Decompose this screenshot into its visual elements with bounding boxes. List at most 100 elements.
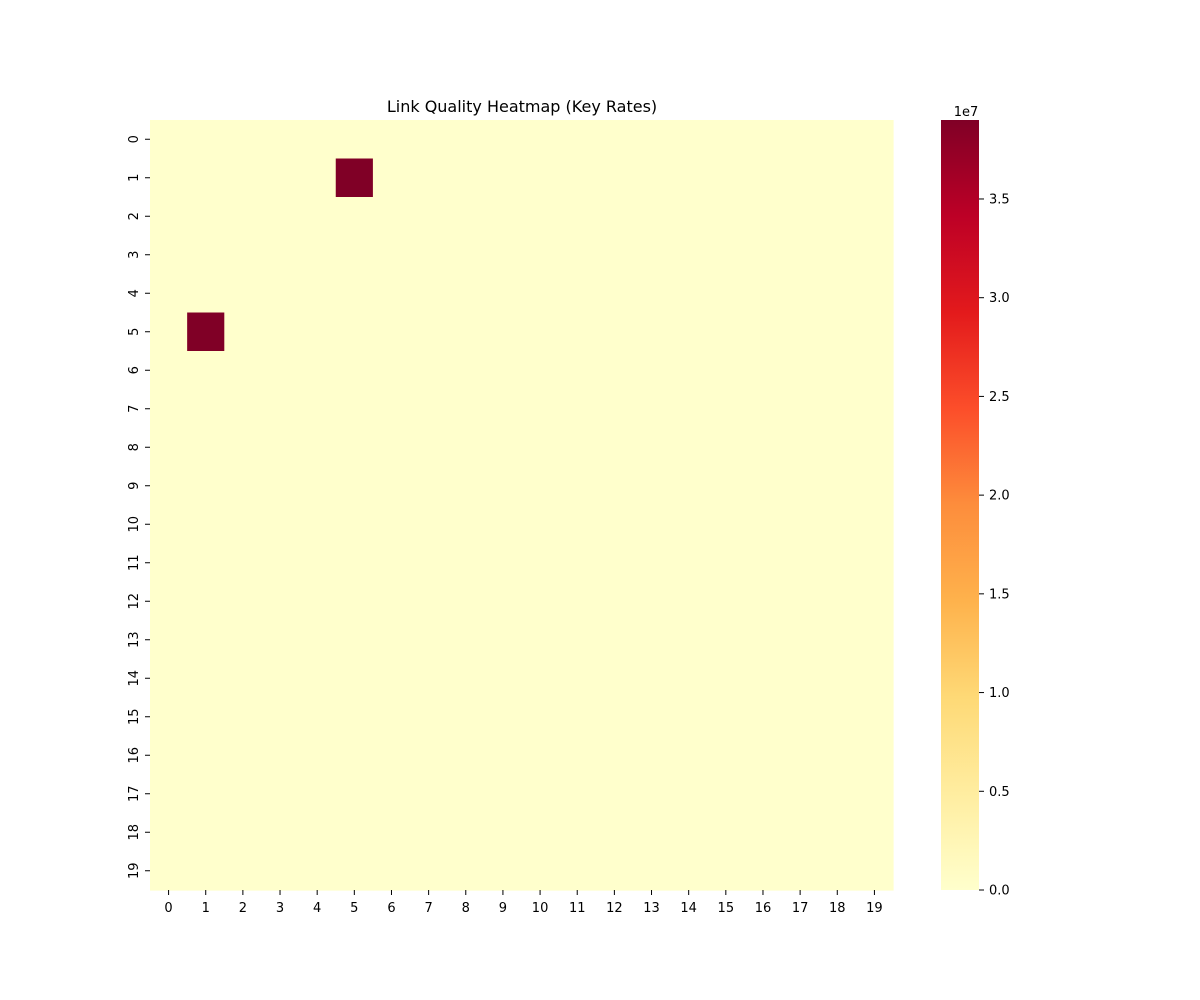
heatmap-cell-r7-c7 [410,389,448,429]
heatmap-cell-r18-c7 [410,813,448,853]
heatmap-cell-r3-c14 [670,235,708,275]
heatmap-cell-r1-c19 [855,158,894,198]
heatmap-cell-r9-c0 [150,466,188,506]
heatmap-cell-r18-c1 [187,813,225,853]
heatmap-cell-r16-c17 [781,736,820,776]
heatmap-cell-r19-c8 [447,851,485,891]
y-tick-label: 6 [127,366,142,374]
heatmap-cell-r15-c1 [187,697,225,737]
heatmap-cell-r2-c11 [558,197,597,237]
heatmap-cell-r9-c5 [335,466,374,506]
heatmap-cell-r5-c9 [484,312,523,352]
heatmap-cell-r14-c12 [595,659,634,699]
heatmap-cell-r15-c17 [781,697,820,737]
heatmap-cell-r1-c18 [818,158,857,198]
heatmap-cell-r1-c10 [521,158,560,198]
heatmap-cell-r18-c11 [558,813,597,853]
heatmap-cell-r14-c6 [372,659,411,699]
heatmap-cell-r8-c6 [372,428,411,468]
heatmap-cell-r12-c16 [744,582,783,622]
heatmap-cell-r18-c10 [521,813,560,853]
heatmap-cell-r2-c14 [670,197,708,237]
heatmap-cell-r9-c11 [558,466,597,506]
heatmap-cell-r0-c12 [595,120,634,160]
heatmap-cell-r11-c16 [744,543,783,583]
colorbar [941,120,979,890]
heatmap-cell-r8-c4 [298,428,337,468]
heatmap-cell-r16-c18 [818,736,857,776]
heatmap-cell-r5-c11 [558,312,597,352]
heatmap-cell-r19-c11 [558,851,597,891]
heatmap-cell-r14-c8 [447,659,485,699]
heatmap-cell-r17-c4 [298,774,337,814]
heatmap-cell-r14-c13 [632,659,671,699]
heatmap-cell-r13-c13 [632,620,671,660]
heatmap-cell-r13-c19 [855,620,894,660]
heatmap-cell-r9-c19 [855,466,894,506]
heatmap-cell-r12-c8 [447,582,485,622]
x-tick-label: 15 [718,901,735,916]
heatmap-cell-r7-c19 [855,389,894,429]
heatmap-cell-r6-c3 [261,351,300,391]
heatmap-cell-r0-c5 [335,120,374,160]
heatmap-cell-r2-c3 [261,197,300,237]
heatmap-cell-r0-c14 [670,120,708,160]
heatmap-cell-r6-c11 [558,351,597,391]
heatmap-cell-r15-c4 [298,697,337,737]
y-tick-label: 17 [127,785,142,802]
heatmap-cell-r7-c1 [187,389,225,429]
heatmap-cell-r0-c13 [632,120,671,160]
heatmap-cell-r7-c9 [484,389,523,429]
heatmap-cell-r3-c1 [187,235,225,275]
heatmap-cell-r11-c19 [855,543,894,583]
heatmap-cell-r3-c4 [298,235,337,275]
heatmap-cell-r3-c13 [632,235,671,275]
heatmap-cell-r11-c2 [224,543,263,583]
heatmap-cell-r0-c16 [744,120,783,160]
heatmap-cell-r13-c3 [261,620,300,660]
heatmap-cell-r17-c17 [781,774,820,814]
heatmap-cell-r9-c15 [707,466,745,506]
heatmap-cell-r15-c9 [484,697,523,737]
heatmap-cell-r5-c12 [595,312,634,352]
y-tick-label: 12 [127,593,142,610]
heatmap-cell-r9-c16 [744,466,783,506]
heatmap-cell-r10-c9 [484,505,523,545]
x-tick-label: 13 [643,901,660,916]
heatmap-cell-r14-c17 [781,659,820,699]
heatmap-cell-r4-c2 [224,274,263,314]
heatmap-cell-r15-c3 [261,697,300,737]
heatmap-cell-r4-c6 [372,274,411,314]
heatmap-cell-r17-c2 [224,774,263,814]
x-tick-label: 19 [866,901,883,916]
heatmap-cell-r1-c9 [484,158,523,198]
heatmap-cell-r6-c12 [595,351,634,391]
heatmap-cell-r14-c11 [558,659,597,699]
heatmap-cell-r17-c12 [595,774,634,814]
heatmap-cell-r6-c1 [187,351,225,391]
heatmap-cell-r2-c18 [818,197,857,237]
heatmap-cell-r2-c16 [744,197,783,237]
heatmap-cell-r4-c0 [150,274,188,314]
heatmap-cell-r9-c8 [447,466,485,506]
heatmap-cell-r13-c7 [410,620,448,660]
heatmap-cell-r14-c10 [521,659,560,699]
heatmap-cell-r2-c5 [335,197,374,237]
heatmap-cell-r11-c17 [781,543,820,583]
heatmap-cell-r0-c19 [855,120,894,160]
heatmap-cell-r11-c1 [187,543,225,583]
heatmap-cell-r9-c10 [521,466,560,506]
heatmap-cell-r16-c10 [521,736,560,776]
heatmap-cell-r19-c6 [372,851,411,891]
colorbar-tick-label: 1.5 [989,587,1010,602]
heatmap-cell-r17-c10 [521,774,560,814]
heatmap-cell-r5-c19 [855,312,894,352]
heatmap-cell-r4-c5 [335,274,374,314]
heatmap-cell-r9-c6 [372,466,411,506]
heatmap-cell-r10-c7 [410,505,448,545]
heatmap-cell-r10-c12 [595,505,634,545]
heatmap-cell-r6-c0 [150,351,188,391]
heatmap-cell-r2-c13 [632,197,671,237]
heatmap-cell-r10-c13 [632,505,671,545]
heatmap-cell-r6-c10 [521,351,560,391]
